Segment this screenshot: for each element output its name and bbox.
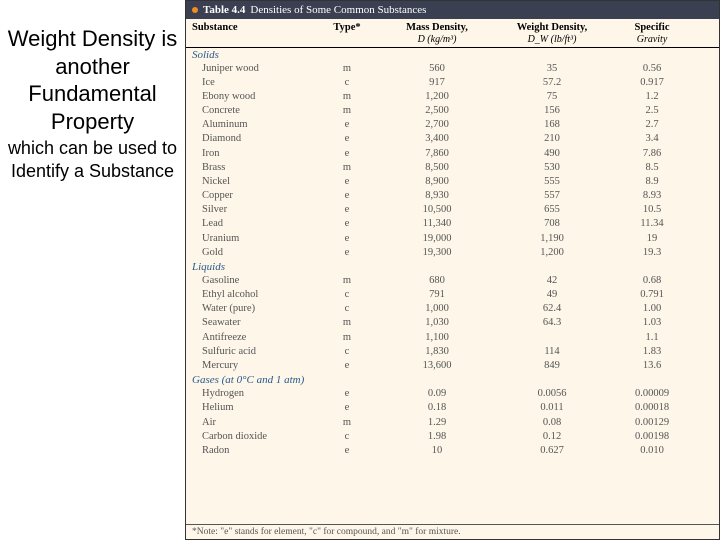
side-title-line1: Weight Density is another [6, 25, 179, 80]
col-mass-density: Mass Density, D (kg/m³) [382, 22, 492, 45]
bullet-icon [192, 7, 198, 13]
table-row: Ebony woodm1,200751.2 [186, 90, 719, 104]
table-row: Icec91757.20.917 [186, 76, 719, 90]
col-specific-gravity: Specific Gravity [612, 22, 692, 45]
table-title: Densities of Some Common Substances [250, 4, 426, 16]
col-type: Type* [312, 22, 382, 45]
table-row: Heliume0.180.0110.00018 [186, 401, 719, 415]
col-weight-density: Weight Density, D_W (lb/ft³) [492, 22, 612, 45]
col-substance: Substance [192, 22, 312, 45]
section-label: Liquids [186, 260, 719, 274]
table-row: Radone100.6270.010 [186, 444, 719, 458]
table-body: SolidsJuniper woodm560350.56Icec91757.20… [186, 48, 719, 458]
column-header-row: Substance Type* Mass Density, D (kg/m³) … [186, 19, 719, 48]
table-row: Nickele8,9005558.9 [186, 175, 719, 189]
table-row: Silvere10,50065510.5 [186, 203, 719, 217]
table-row: Sulfuric acidc1,8301141.83 [186, 345, 719, 359]
table-row: Leade11,34070811.34 [186, 217, 719, 231]
table-row: Brassm8,5005308.5 [186, 161, 719, 175]
table-header-bar: Table 4.4 Densities of Some Common Subst… [186, 1, 719, 19]
density-table: Table 4.4 Densities of Some Common Subst… [185, 0, 720, 540]
table-row: Mercurye13,60084913.6 [186, 359, 719, 373]
table-row: Water (pure)c1,00062.41.00 [186, 302, 719, 316]
table-row: Juniper woodm560350.56 [186, 62, 719, 76]
table-row: Uraniume19,0001,19019 [186, 232, 719, 246]
table-row: Airm1.290.080.00129 [186, 416, 719, 430]
table-row: Diamonde3,4002103.4 [186, 132, 719, 146]
table-row: Ethyl alcoholc791490.791 [186, 288, 719, 302]
table-row: Concretem2,5001562.5 [186, 104, 719, 118]
section-label: Solids [186, 48, 719, 62]
table-number: Table 4.4 [203, 4, 245, 16]
side-text-panel: Weight Density is another Fundamental Pr… [0, 0, 185, 540]
table-row: Coppere8,9305578.93 [186, 189, 719, 203]
table-row: Aluminume2,7001682.7 [186, 118, 719, 132]
table-row: Irone7,8604907.86 [186, 147, 719, 161]
table-row: Hydrogene0.090.00560.00009 [186, 387, 719, 401]
table-row: Gasolinem680420.68 [186, 274, 719, 288]
table-row: Seawaterm1,03064.31.03 [186, 316, 719, 330]
table-footnote: *Note: "e" stands for element, "c" for c… [186, 524, 719, 539]
side-sub: which can be used to Identify a Substanc… [6, 137, 179, 182]
table-row: Antifreezem1,1001.1 [186, 331, 719, 345]
table-row: Golde19,3001,20019.3 [186, 246, 719, 260]
section-label: Gases (at 0°C and 1 atm) [186, 373, 719, 387]
table-row: Carbon dioxidec1.980.120.00198 [186, 430, 719, 444]
side-title-line2: Fundamental Property [6, 80, 179, 135]
